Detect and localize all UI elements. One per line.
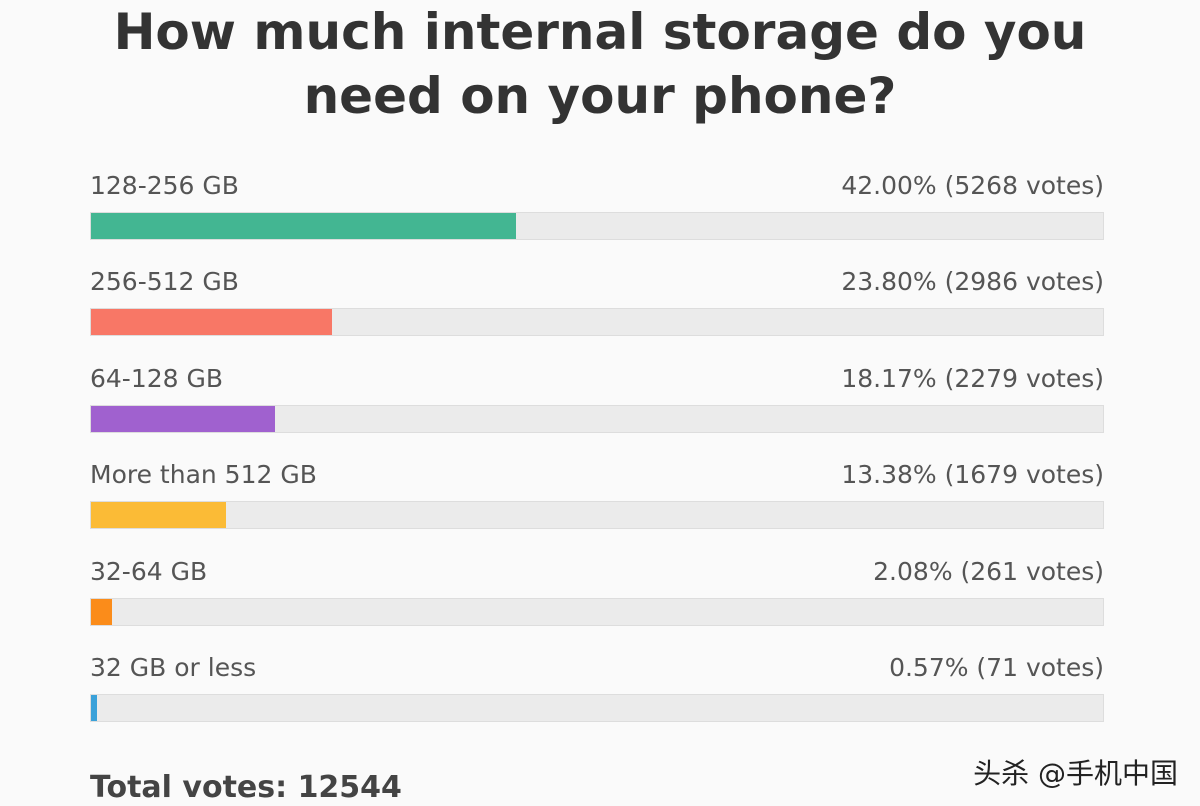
option-label: 32-64 GB	[90, 556, 208, 586]
total-votes: Total votes: 12544	[90, 770, 402, 805]
option-label: 32 GB or less	[90, 653, 257, 682]
bar-track	[90, 597, 1104, 626]
value-label: 13.38% (1679 votes)	[841, 460, 1104, 490]
bar	[91, 502, 227, 529]
option-label: More than 512 GB	[90, 460, 317, 490]
bar-track	[90, 308, 1104, 337]
option-label: 64-128 GB	[90, 363, 224, 393]
bar-track	[90, 212, 1104, 240]
option-label: 256-512 GB	[90, 267, 239, 297]
bar	[91, 598, 113, 625]
value-label: 2.08% (261 votes)	[873, 556, 1104, 586]
option-label: 128-256 GB	[90, 171, 239, 200]
watermark: 头杀 @手机中国	[973, 757, 1178, 790]
value-label: 0.57% (71 votes)	[889, 653, 1104, 682]
bar	[91, 405, 275, 432]
bar	[91, 309, 332, 336]
value-label: 42.00% (5268 votes)	[841, 171, 1104, 200]
value-label: 23.80% (2986 votes)	[841, 267, 1104, 297]
total-label: Total votes:	[90, 770, 288, 805]
bar-track	[90, 501, 1104, 530]
bar	[91, 213, 517, 239]
bar-track	[90, 404, 1104, 433]
chart-title: How much internal storage do you need on…	[113, 3, 1087, 125]
bar	[91, 695, 97, 721]
value-label: 18.17% (2279 votes)	[841, 363, 1104, 393]
total-value: 12544	[297, 770, 402, 805]
bar-track	[90, 694, 1104, 722]
